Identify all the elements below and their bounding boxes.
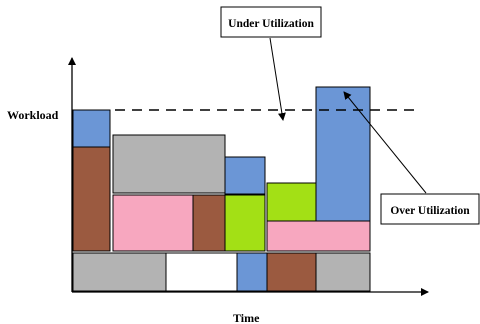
block-brown-bottom xyxy=(266,252,317,292)
block-green-right xyxy=(266,182,317,222)
block-pink-middle xyxy=(112,194,194,252)
under-utilization-label: Under Utilization xyxy=(228,18,314,30)
over-utilization-arrow xyxy=(343,91,427,194)
block-white-bottom xyxy=(165,252,238,292)
block-blue-top-left xyxy=(72,109,111,148)
under-utilization-arrow xyxy=(269,37,286,121)
block-blue-small xyxy=(224,156,266,195)
x-axis-label: Time xyxy=(233,311,260,324)
block-green-left xyxy=(224,194,266,252)
y-axis-label: Workload xyxy=(7,108,59,122)
block-gray-bottom-right xyxy=(315,252,371,292)
over-utilization-label: Over Utilization xyxy=(390,205,470,217)
block-brown-middle xyxy=(192,194,226,252)
over-utilization-box xyxy=(380,193,480,225)
block-blue-tall xyxy=(315,86,371,222)
block-pink-right xyxy=(266,220,371,252)
block-blue-bottom xyxy=(236,252,268,292)
under-utilization-box xyxy=(220,6,322,38)
block-brown-left xyxy=(72,146,111,252)
block-gray-bottom-left xyxy=(72,252,167,292)
block-gray-upper xyxy=(112,134,226,194)
workload-blocks xyxy=(72,86,371,292)
